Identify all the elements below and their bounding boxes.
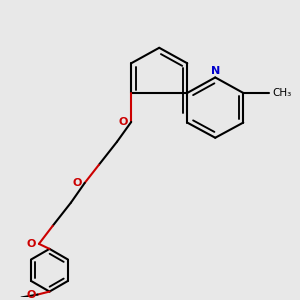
Text: O: O [119, 117, 128, 127]
Text: O: O [72, 178, 82, 188]
Text: CH₃: CH₃ [272, 88, 291, 98]
Text: N: N [211, 66, 220, 76]
Text: O: O [27, 239, 36, 249]
Text: O: O [27, 290, 36, 299]
